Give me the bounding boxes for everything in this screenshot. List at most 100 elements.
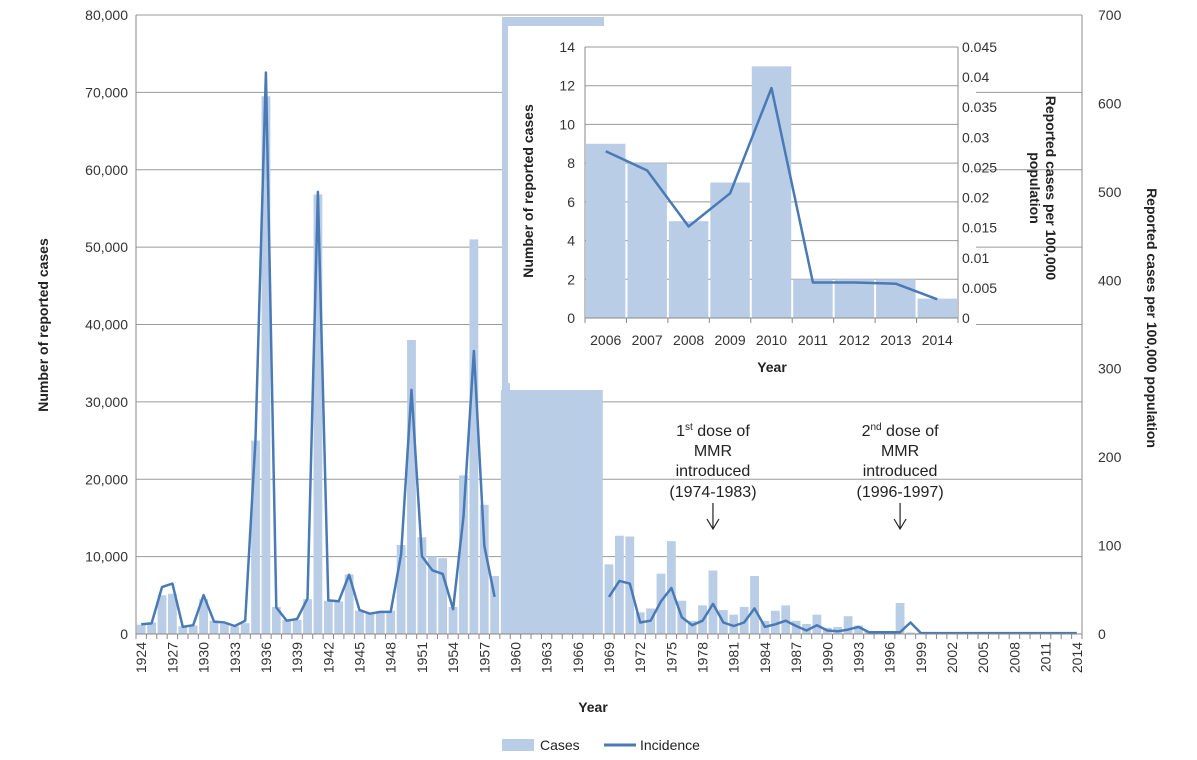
main-x-tick-label: 1936 [258, 642, 274, 673]
cases-bar-1987 [791, 620, 801, 634]
main-y2-tick-label: 700 [1098, 7, 1122, 23]
main-x-tick-label: 1987 [788, 642, 804, 673]
annotations: 1st dose of MMR introduced (1974-1983) 2nd d… [669, 422, 944, 531]
cases-bar-1938 [282, 620, 292, 634]
inset-x-tick-label: 2013 [880, 332, 911, 348]
cases-bar-1947 [375, 612, 385, 634]
main-x-tick-label: 1930 [196, 642, 212, 673]
main-y2-tick-label: 0 [1098, 626, 1106, 642]
cases-bar-1941 [313, 194, 323, 634]
main-x-tick-label: 1990 [819, 642, 835, 673]
inset-cases-bar-2007 [627, 163, 667, 318]
annotation-ordinal: 2 [862, 423, 871, 440]
main-y-tick-label: 70,000 [85, 84, 128, 100]
cases-bar-1955 [459, 475, 468, 634]
cases-bar-1988 [802, 623, 811, 634]
incidence-line-segment [141, 71, 496, 629]
main-x-tick-label: 1966 [570, 642, 586, 673]
main-x-tick-label: 1939 [289, 642, 305, 673]
main-x-axis-ticks: 1924 1927 1930 1933 1936 1939 1942 1945 1948 1951… [133, 634, 1085, 673]
cases-bar-1931 [209, 620, 219, 634]
cases-bar-1956 [469, 239, 479, 634]
main-x-tick-label: 1927 [164, 642, 180, 673]
inset-x-tick-label: 2006 [590, 332, 621, 348]
cases-bar-1930 [199, 599, 208, 634]
annotation-arrow-head [893, 518, 907, 531]
inset-connector-top [502, 17, 604, 27]
main-x-tick-label: 1999 [913, 642, 929, 673]
annotation-ordinal: 1 [676, 423, 685, 440]
inset-y-tick-label: 10 [559, 116, 575, 132]
main-y2-tick-label: 500 [1098, 184, 1122, 200]
cases-bar-1937 [271, 606, 281, 634]
main-x-tick-label: 1933 [227, 642, 243, 673]
cases-bar-1952 [427, 556, 437, 634]
main-x-tick-label: 1969 [601, 642, 617, 673]
main-x-tick-label: 1978 [695, 642, 711, 673]
cases-bar-1957 [479, 504, 489, 634]
mmr-annotation-1: 1st dose of MMR introduced (1974-1983) [669, 422, 757, 531]
missing-data-block [500, 390, 603, 634]
main-x-tick-label: 1951 [414, 642, 430, 673]
main-y2-tick-label: 100 [1098, 538, 1122, 554]
mmr-annotation-2: 2nd dose of MMR introduced (1996-1997) [856, 422, 944, 531]
inset-y2-axis-title-line1: Reported cases per 100,000 [1043, 96, 1059, 281]
cases-bar-1933 [230, 626, 240, 634]
cases-bar-1949 [396, 545, 406, 634]
inset-x-tick-label: 2009 [714, 332, 745, 348]
main-y-tick-label: 20,000 [85, 471, 128, 487]
inset-cases-bar-2011 [793, 279, 833, 318]
main-x-tick-label: 1924 [133, 642, 149, 673]
cases-bar-1948 [386, 610, 396, 634]
inset-y2-tick-label: 0.005 [962, 280, 997, 296]
cases-bar-1958 [490, 575, 500, 634]
main-x-tick-label: 1948 [383, 642, 399, 673]
inset-x-axis-ticks: 2006 2007 2008 2009 2010 2011 2012 2013 2014 [584, 318, 959, 348]
main-x-tick-label: 2014 [1069, 642, 1085, 673]
main-x-tick-label: 1945 [352, 642, 368, 673]
main-x-tick-label: 1942 [320, 642, 336, 673]
main-y-tick-label: 10,000 [85, 549, 128, 565]
inset-cases-bar-2006 [586, 143, 626, 318]
main-x-tick-label: 2011 [1038, 642, 1054, 672]
annotation-arrow-head [706, 518, 720, 531]
inset-cases-bar-2014 [917, 298, 957, 318]
main-x-tick-label: 2002 [944, 642, 960, 673]
main-x-tick-label: 1960 [507, 642, 523, 673]
inset-y2-tick-label: 0.04 [962, 69, 989, 85]
inset-y2-tick-label: 0 [962, 310, 970, 326]
main-x-tick-label: 2005 [975, 642, 991, 673]
inset-y-axis-title: Number of reported cases [520, 104, 536, 278]
main-x-tick-label: 1963 [539, 642, 555, 673]
cases-bar-1934 [240, 623, 250, 634]
inset-y-tick-label: 2 [567, 271, 575, 287]
legend-incidence-label: Incidence [640, 737, 700, 753]
main-y2-tick-label: 300 [1098, 361, 1122, 377]
incidence-line-segment [607, 579, 1077, 635]
annotation-line3: introduced [863, 463, 938, 480]
main-x-tick-label: 2008 [1006, 642, 1022, 673]
annotation-line2: MMR [694, 443, 732, 460]
main-y-axis-title: Number of reported cases [35, 238, 51, 412]
annotation-superscript: nd [870, 422, 881, 433]
inset-incidence-polyline [605, 86, 938, 301]
main-y-tick-label: 50,000 [85, 239, 128, 255]
main-x-tick-label: 1981 [726, 642, 742, 673]
legend-cases-label: Cases [540, 737, 580, 753]
annotation-line4: (1996-1997) [856, 484, 943, 501]
inset-y2-tick-label: 0.02 [962, 190, 989, 206]
cases-bar-1970 [614, 535, 624, 634]
inset-y2-tick-label: 0.015 [962, 220, 997, 236]
main-y2-tick-label: 400 [1098, 272, 1122, 288]
main-x-tick-label: 1957 [476, 642, 492, 673]
inset-x-axis-title: Year [757, 359, 787, 375]
main-y2-axis-title: Reported cases per 100,000 population [1144, 188, 1160, 448]
main-right-axis-ticks: 0 100 200 300 400 500 600 700 [1098, 7, 1122, 642]
main-y-tick-label: 0 [120, 626, 128, 642]
inset-y-tick-label: 14 [559, 39, 575, 55]
inset-cases-bar-2010 [751, 66, 792, 318]
legend: Cases Incidence [502, 737, 700, 753]
inset-left-axis-ticks: 0 2 4 6 8 10 12 14 [559, 39, 575, 326]
main-y-tick-label: 30,000 [85, 394, 128, 410]
cases-bar-1926 [157, 595, 167, 634]
